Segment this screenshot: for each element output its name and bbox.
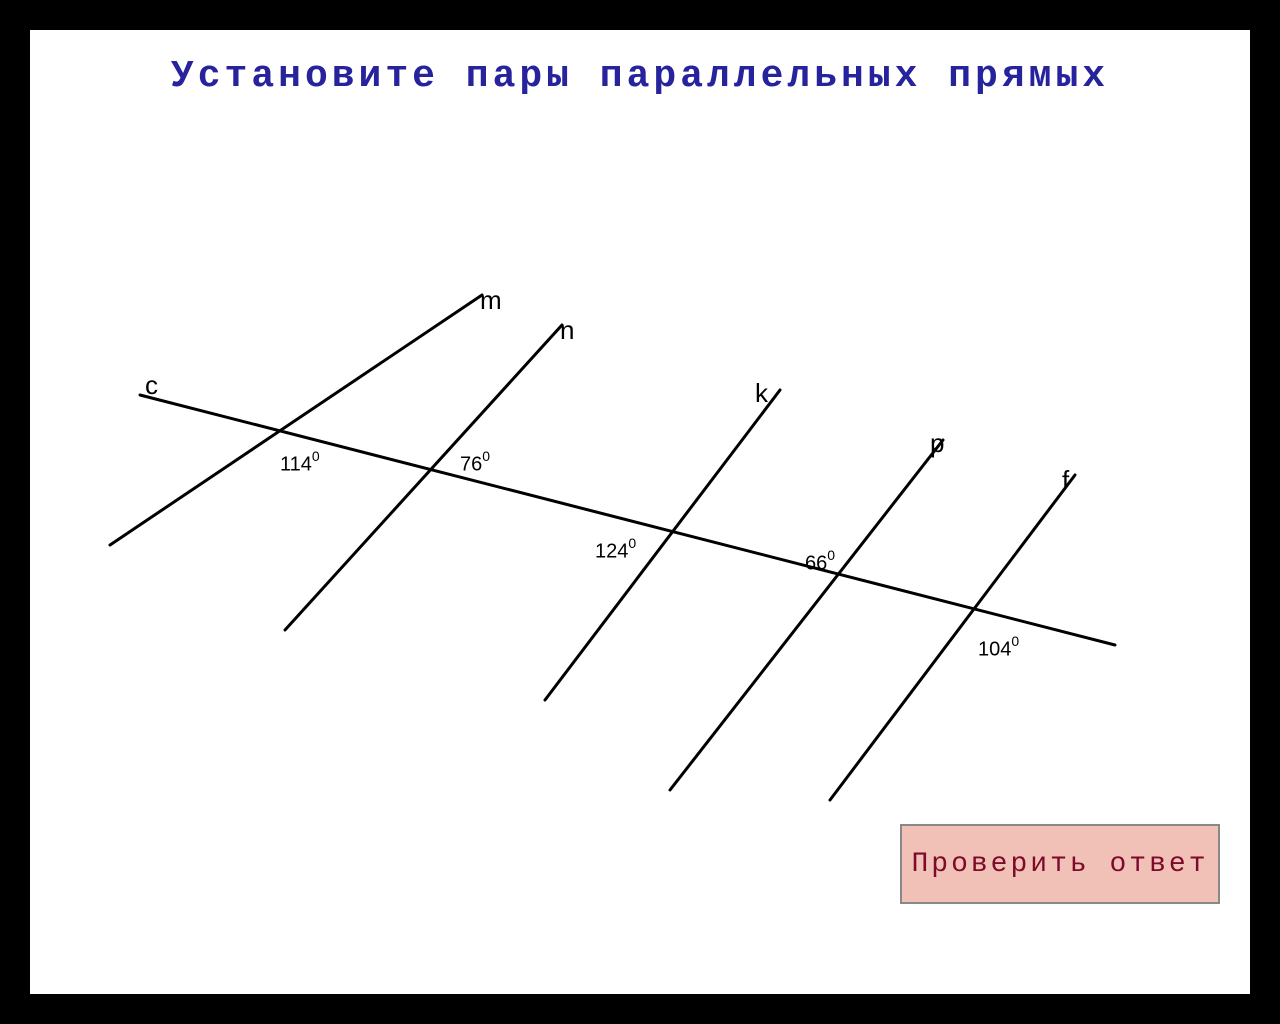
- line-n: [285, 325, 562, 630]
- line-k: [545, 390, 780, 700]
- angle-label-3: 660: [805, 549, 835, 576]
- angle-label-1: 760: [460, 450, 490, 477]
- line-m: [110, 295, 482, 545]
- label-p: p: [930, 428, 944, 459]
- label-m: m: [480, 285, 502, 316]
- angle-label-2: 1240: [595, 537, 636, 564]
- label-f: f: [1062, 465, 1069, 496]
- label-c: c: [145, 370, 158, 401]
- label-n: n: [560, 315, 574, 346]
- check-answer-button[interactable]: Проверить ответ: [900, 824, 1220, 904]
- slide-area: Установите пары параллельных прямых cmnk…: [30, 30, 1250, 994]
- label-k: k: [755, 378, 768, 409]
- angle-label-0: 1140: [280, 450, 320, 477]
- line-p: [670, 440, 943, 790]
- angle-label-4: 1040: [978, 635, 1019, 662]
- line-c: [140, 395, 1115, 645]
- line-f: [830, 475, 1075, 800]
